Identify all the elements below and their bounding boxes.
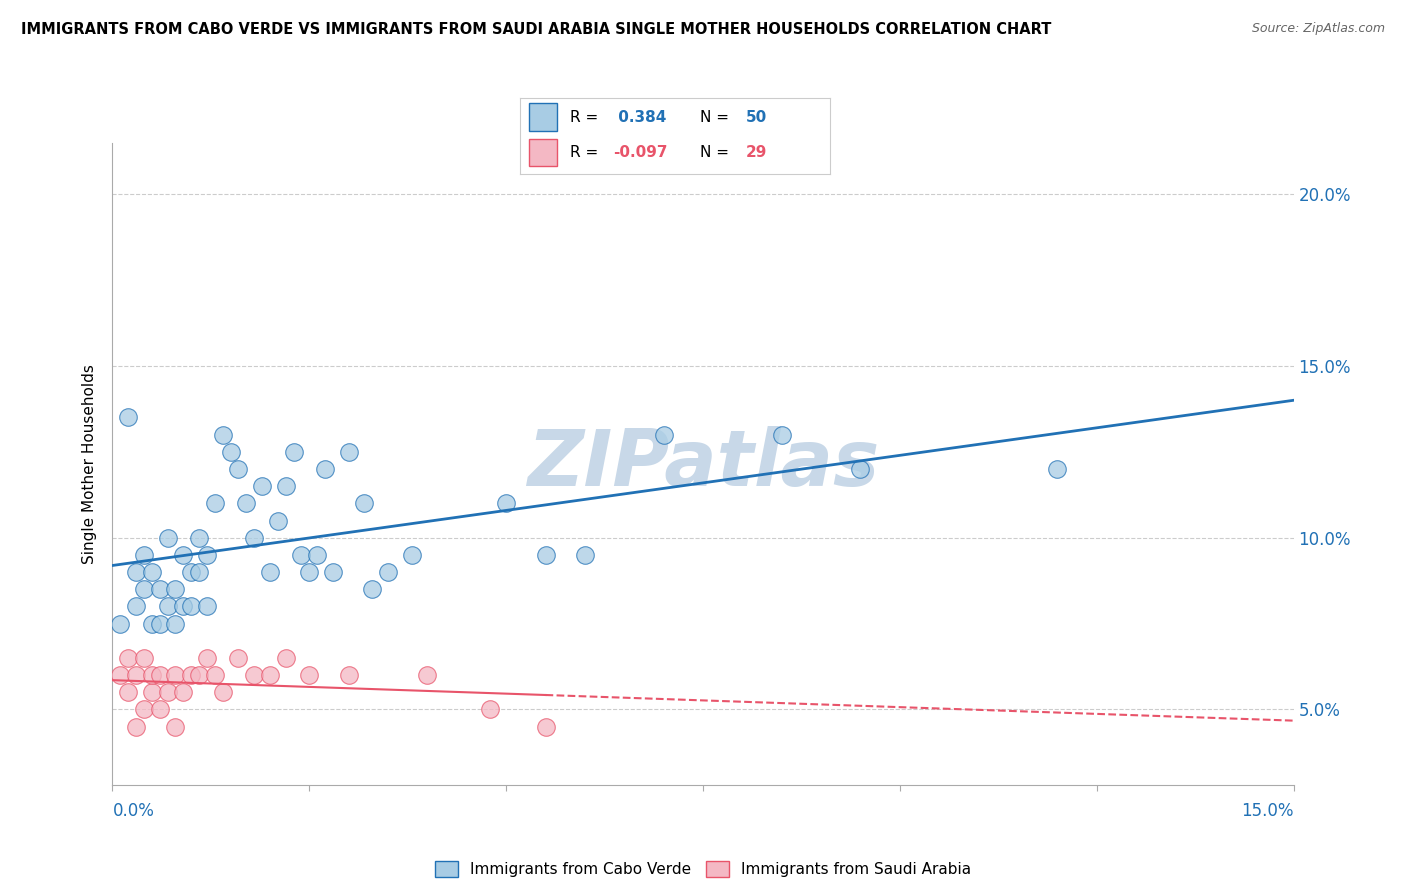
- Point: [259, 668, 281, 682]
- Point: [298, 668, 321, 682]
- Point: [267, 514, 290, 528]
- Point: [180, 565, 202, 579]
- Point: [228, 651, 250, 665]
- Point: [652, 427, 675, 442]
- Point: [274, 479, 297, 493]
- Point: [534, 548, 557, 562]
- Point: [149, 616, 172, 631]
- Point: [125, 668, 148, 682]
- Point: [259, 565, 281, 579]
- Point: [401, 548, 423, 562]
- Y-axis label: Single Mother Households: Single Mother Households: [82, 364, 97, 564]
- Point: [211, 427, 233, 442]
- Point: [165, 582, 187, 597]
- Point: [141, 668, 163, 682]
- Point: [172, 599, 194, 614]
- Point: [337, 445, 360, 459]
- Point: [770, 427, 793, 442]
- Point: [125, 565, 148, 579]
- FancyBboxPatch shape: [530, 139, 557, 166]
- Point: [195, 651, 218, 665]
- Point: [195, 548, 218, 562]
- Point: [361, 582, 384, 597]
- Point: [172, 685, 194, 699]
- Point: [204, 496, 226, 510]
- Point: [337, 668, 360, 682]
- Text: R =: R =: [569, 145, 603, 161]
- Point: [204, 668, 226, 682]
- Text: IMMIGRANTS FROM CABO VERDE VS IMMIGRANTS FROM SAUDI ARABIA SINGLE MOTHER HOUSEHO: IMMIGRANTS FROM CABO VERDE VS IMMIGRANTS…: [21, 22, 1052, 37]
- Point: [243, 668, 266, 682]
- Point: [574, 548, 596, 562]
- Point: [274, 651, 297, 665]
- Text: 50: 50: [747, 110, 768, 125]
- Point: [314, 462, 336, 476]
- Point: [172, 548, 194, 562]
- Point: [149, 702, 172, 716]
- Point: [228, 462, 250, 476]
- Text: 29: 29: [747, 145, 768, 161]
- Text: 15.0%: 15.0%: [1241, 802, 1294, 820]
- Point: [290, 548, 312, 562]
- Point: [188, 668, 211, 682]
- Point: [156, 685, 179, 699]
- Point: [125, 720, 148, 734]
- Point: [117, 410, 139, 425]
- Point: [353, 496, 375, 510]
- Point: [141, 685, 163, 699]
- Text: N =: N =: [700, 145, 734, 161]
- Point: [243, 531, 266, 545]
- Point: [165, 720, 187, 734]
- Point: [211, 685, 233, 699]
- Text: N =: N =: [700, 110, 734, 125]
- Point: [149, 668, 172, 682]
- Point: [117, 651, 139, 665]
- Point: [495, 496, 517, 510]
- Point: [1046, 462, 1069, 476]
- Text: 0.0%: 0.0%: [112, 802, 155, 820]
- Point: [219, 445, 242, 459]
- Point: [132, 651, 155, 665]
- Point: [117, 685, 139, 699]
- Point: [307, 548, 329, 562]
- Point: [250, 479, 273, 493]
- Point: [235, 496, 257, 510]
- Point: [534, 720, 557, 734]
- Point: [132, 582, 155, 597]
- FancyBboxPatch shape: [530, 103, 557, 131]
- Text: 0.384: 0.384: [613, 110, 666, 125]
- Text: -0.097: -0.097: [613, 145, 668, 161]
- Text: ZIPatlas: ZIPatlas: [527, 425, 879, 502]
- Point: [283, 445, 305, 459]
- Point: [377, 565, 399, 579]
- Point: [195, 599, 218, 614]
- Point: [180, 599, 202, 614]
- Text: Source: ZipAtlas.com: Source: ZipAtlas.com: [1251, 22, 1385, 36]
- Legend: Immigrants from Cabo Verde, Immigrants from Saudi Arabia: Immigrants from Cabo Verde, Immigrants f…: [434, 861, 972, 877]
- Text: R =: R =: [569, 110, 603, 125]
- Point: [849, 462, 872, 476]
- Point: [479, 702, 502, 716]
- Point: [132, 548, 155, 562]
- Point: [132, 702, 155, 716]
- Point: [165, 616, 187, 631]
- Point: [156, 531, 179, 545]
- Point: [110, 616, 132, 631]
- Point: [149, 582, 172, 597]
- Point: [165, 668, 187, 682]
- Point: [298, 565, 321, 579]
- Point: [141, 616, 163, 631]
- Point: [188, 565, 211, 579]
- Point: [141, 565, 163, 579]
- Point: [110, 668, 132, 682]
- Point: [322, 565, 344, 579]
- Point: [416, 668, 439, 682]
- Point: [188, 531, 211, 545]
- Point: [125, 599, 148, 614]
- Point: [156, 599, 179, 614]
- Point: [180, 668, 202, 682]
